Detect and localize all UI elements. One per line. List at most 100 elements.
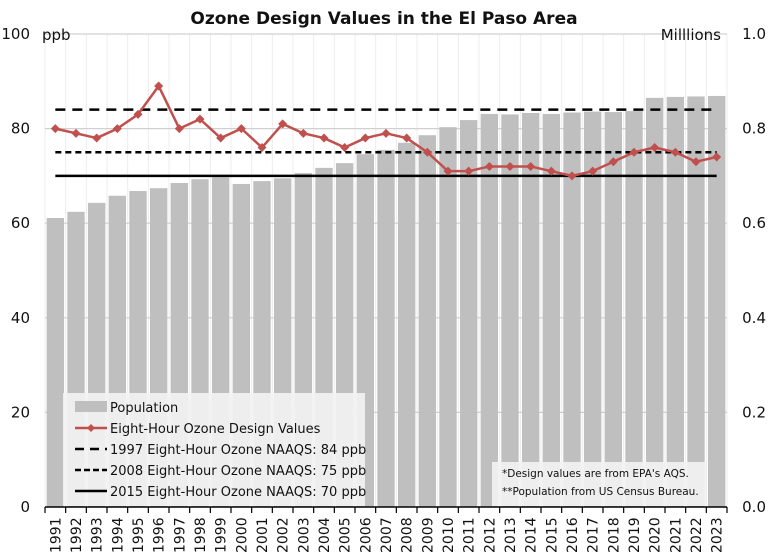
legend-label-2015-naaqs: 2015 Eight-Hour Ozone NAAQS: 70 ppb <box>110 485 366 500</box>
x-axis-tick-label: 2018 <box>606 517 622 553</box>
population-bar-2011 <box>459 120 478 507</box>
design-value-marker-2010 <box>443 166 453 176</box>
x-axis-tick-label: 2010 <box>441 517 457 553</box>
x-axis-tick-label: 1991 <box>48 517 64 553</box>
left-axis-tick-label: 20 <box>11 403 30 421</box>
population-bar-2012 <box>480 113 499 507</box>
population-bar-2010 <box>439 127 457 507</box>
note-design-values-source: *Design values are from EPA's AQS. <box>502 468 689 480</box>
x-axis-tick-label: 2013 <box>503 517 519 553</box>
left-axis-tick-label: 80 <box>11 120 30 138</box>
design-value-marker-2012 <box>484 161 494 171</box>
naaqs-reference-lines <box>55 108 717 178</box>
design-value-marker-2016 <box>567 171 577 181</box>
design-value-marker-1994 <box>112 124 122 134</box>
design-value-marker-2013 <box>505 161 515 171</box>
design-value-marker-2015 <box>546 166 556 176</box>
population-bar-2019 <box>625 111 643 507</box>
axes: 0 20 40 60 80 100 0.0 0.2 0.4 0.6 0.8 1.0 1991 1992 19… <box>1 25 766 553</box>
design-value-marker-1998 <box>195 114 205 124</box>
x-axis-tick-label: 2012 <box>482 517 498 553</box>
x-axis-tick-label: 2016 <box>565 517 581 553</box>
design-value-marker-2000 <box>236 124 246 134</box>
legend-background <box>63 393 365 506</box>
note-population-source: **Population from US Census Bureau. <box>502 486 699 498</box>
notes-background <box>492 462 706 506</box>
population-bar-2009 <box>418 135 437 508</box>
population-bar-2013 <box>501 114 519 507</box>
left-axis-tick-label: 40 <box>11 309 30 327</box>
population-bar-2020 <box>645 97 664 507</box>
design-value-marker-2005 <box>340 143 350 153</box>
design-value-marker-2019 <box>629 147 639 157</box>
design-value-marker-1995 <box>133 109 143 119</box>
x-axis-tick-label: 2001 <box>255 517 271 553</box>
legend-diamond-marker-icon <box>87 424 95 432</box>
x-axis-tick-label: 2007 <box>379 517 395 553</box>
right-axis-unit-label: Milllions <box>661 26 721 44</box>
design-value-marker-2004 <box>319 133 329 143</box>
legend-swatch-population <box>75 401 107 412</box>
right-axis-tick-label: 0.2 <box>742 403 766 421</box>
population-bar-2018 <box>604 112 623 508</box>
right-axis-tick-label: 1.0 <box>742 25 766 43</box>
right-axis-tick-label: 0.8 <box>742 120 766 138</box>
left-axis-tick-label: 60 <box>11 214 30 232</box>
x-axis-tick-label: 2019 <box>627 517 643 553</box>
population-bar-2021 <box>666 96 685 507</box>
design-value-marker-1993 <box>92 133 102 143</box>
design-value-marker-1999 <box>216 133 226 143</box>
x-axis-tick-label: 2021 <box>668 517 684 553</box>
legend-label-2008-naaqs: 2008 Eight-Hour Ozone NAAQS: 75 ppb <box>110 464 366 479</box>
population-bar-2016 <box>563 112 581 507</box>
x-axis-tick-label: 1995 <box>131 517 147 553</box>
population-bar-2007 <box>377 149 395 507</box>
population-bar-2015 <box>542 113 561 507</box>
design-value-marker-2018 <box>608 157 618 167</box>
design-value-marker-2008 <box>402 133 412 143</box>
population-bar-2017 <box>583 111 602 508</box>
design-value-marker-2022 <box>691 157 701 167</box>
left-axis-tick-label: 100 <box>1 25 30 43</box>
x-axis-tick-label: 1998 <box>193 517 209 553</box>
x-axis-tick-label: 2011 <box>462 517 478 553</box>
legend-label-population: Population <box>110 401 178 416</box>
population-bar-2008 <box>397 142 416 508</box>
legend-entry-2008-naaqs: 2008 Eight-Hour Ozone NAAQS: 75 ppb <box>75 464 366 479</box>
x-axis-tick-label: 2003 <box>296 517 312 553</box>
chart-title: Ozone Design Values in the El Paso Area <box>190 9 577 29</box>
right-axis-tick-label: 0.6 <box>742 214 766 232</box>
x-axis-tick-label: 1996 <box>152 517 168 553</box>
legend-label-design-values: Eight-Hour Ozone Design Values <box>110 422 321 437</box>
x-axis-tick-label: 2005 <box>338 517 354 553</box>
design-value-marker-2011 <box>464 166 474 176</box>
population-bar-2022 <box>687 96 705 507</box>
left-axis-unit-label: ppb <box>42 26 71 44</box>
design-value-marker-1996 <box>154 81 164 91</box>
population-bar-1991 <box>46 217 65 507</box>
x-axis-tick-label: 2008 <box>400 517 416 553</box>
x-axis-tick-label: 2004 <box>317 517 333 553</box>
x-axis-tick-label: 2017 <box>586 517 602 553</box>
x-axis-tick-label: 2014 <box>524 517 540 553</box>
design-value-marker-2021 <box>670 147 680 157</box>
design-value-marker-1997 <box>174 124 184 134</box>
x-axis-tick-label: 2022 <box>689 517 705 553</box>
legend-entry-population: Population <box>75 401 178 416</box>
design-value-marker-2023 <box>712 152 722 162</box>
x-axis-tick-label: 2000 <box>234 517 250 553</box>
x-axis-tick-label: 1992 <box>69 517 85 553</box>
population-bar-2014 <box>521 112 540 507</box>
design-value-marker-2006 <box>360 133 370 143</box>
x-axis-tick-label: 2020 <box>648 517 664 553</box>
legend-label-1997-naaqs: 1997 Eight-Hour Ozone NAAQS: 84 ppb <box>110 443 366 458</box>
x-axis-tick-label: 1997 <box>172 517 188 553</box>
design-value-marker-2007 <box>381 128 391 138</box>
design-value-marker-2002 <box>278 119 288 129</box>
design-value-marker-2009 <box>422 147 432 157</box>
design-value-marker-1992 <box>71 128 81 138</box>
right-axis-tick-label: 0.0 <box>742 498 766 516</box>
left-axis-tick-label: 0 <box>20 498 30 516</box>
design-value-marker-2001 <box>257 143 267 153</box>
